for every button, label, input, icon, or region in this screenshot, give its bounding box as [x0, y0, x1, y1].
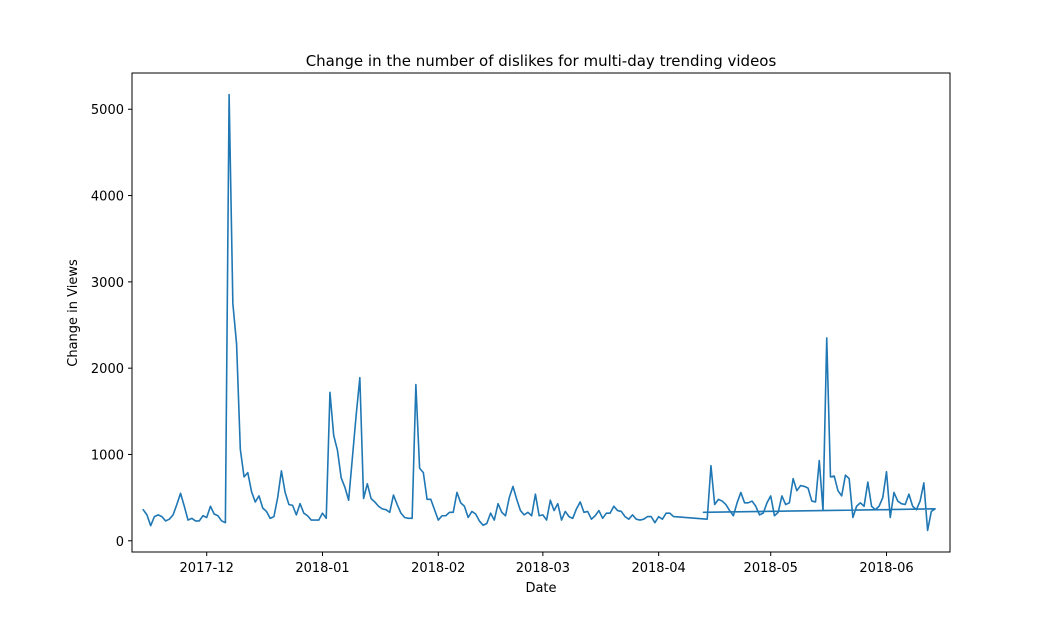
x-tick-label: 2018-05 [744, 561, 798, 576]
x-tick-label: 2018-01 [295, 561, 349, 576]
x-axis: 2017-12 2018-01 2018-02 2018-03 2018-04 2018-… [180, 552, 914, 576]
x-tick-label: 2018-04 [631, 561, 685, 576]
series-layer [142, 93, 936, 532]
y-tick-label: 2000 [91, 362, 124, 377]
plot-area-frame [131, 72, 951, 553]
x-tick-label: 2017-12 [180, 561, 234, 576]
y-axis: 0 1000 2000 3000 4000 5000 [91, 103, 132, 550]
x-tick-label: 2018-02 [411, 561, 465, 576]
y-axis-label: Change in Views [66, 259, 81, 367]
y-tick-label: 5000 [91, 103, 124, 118]
y-tick-label: 3000 [91, 276, 124, 291]
chart-title: Change in the number of dislikes for mul… [306, 52, 777, 70]
y-tick-label: 4000 [91, 190, 124, 205]
x-axis-label: Date [525, 581, 556, 596]
x-tick-label: 2018-03 [516, 561, 570, 576]
y-tick-label: 0 [116, 535, 124, 550]
y-tick-label: 1000 [91, 448, 124, 463]
series-line-0 [142, 93, 936, 532]
x-tick-label: 2018-06 [859, 561, 913, 576]
